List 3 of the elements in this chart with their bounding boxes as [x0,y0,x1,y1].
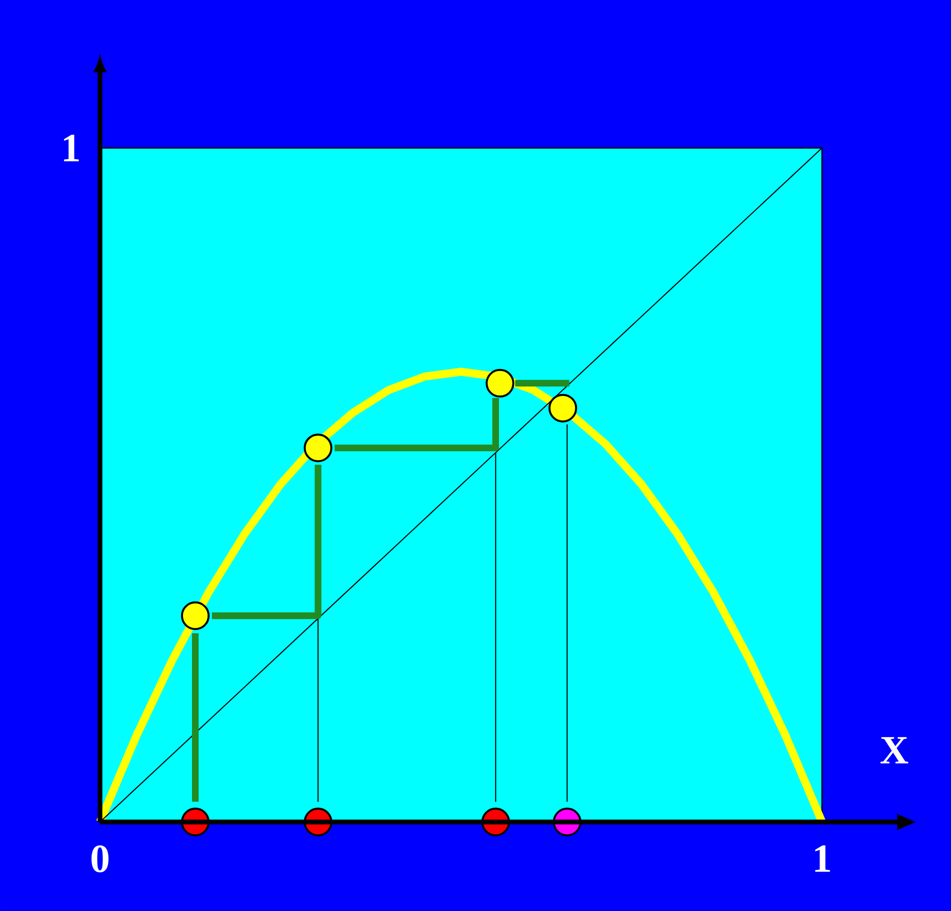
x-tick-label: 0 [92,845,108,872]
x-axis-title: X [880,737,908,764]
text: 1 [64,134,79,162]
